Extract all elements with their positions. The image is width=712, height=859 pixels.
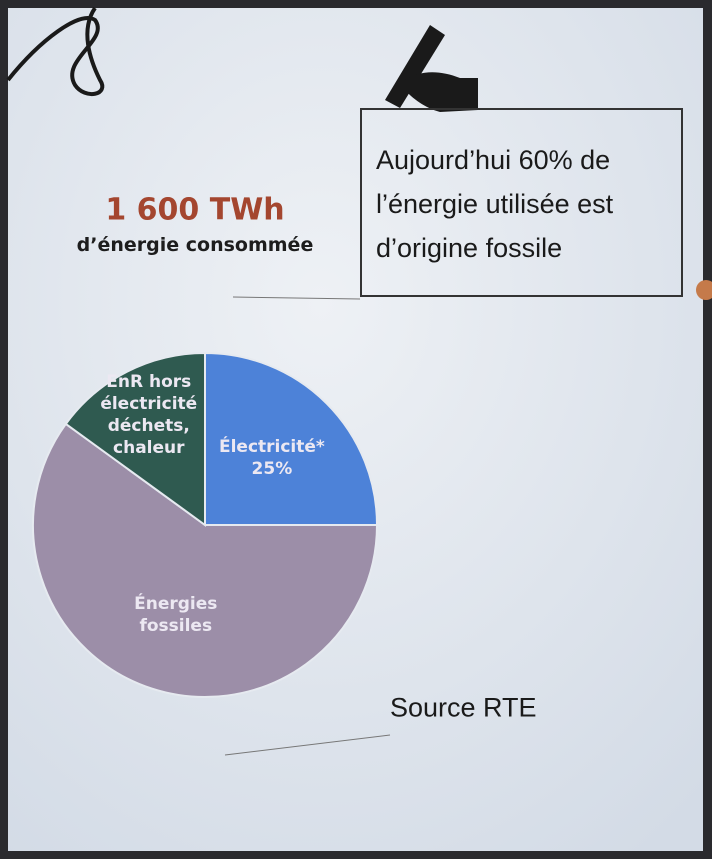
slice-label: EnR hors électricité déchets, chaleur [84,371,214,459]
slice-label: Énergies fossiles [111,593,241,637]
slide-photo: 1 600 TWh d’énergie consommée Aujourd’hu… [0,0,712,859]
source-note: Source RTE [390,693,537,724]
category-label: EnR hors électricité déchets, chaleur [84,371,214,459]
category-label: Énergies fossiles [111,593,241,637]
category-label: Électricité* [207,436,337,458]
chart-subtitle: d’énergie consommée [77,234,314,256]
annotation-box: Aujourd’hui 60% de l’énergie utilisée es… [360,108,683,297]
chart-title: 1 600 TWh [105,193,284,228]
slice-label: Électricité*25% [207,436,337,480]
value-label: 25% [207,458,337,480]
